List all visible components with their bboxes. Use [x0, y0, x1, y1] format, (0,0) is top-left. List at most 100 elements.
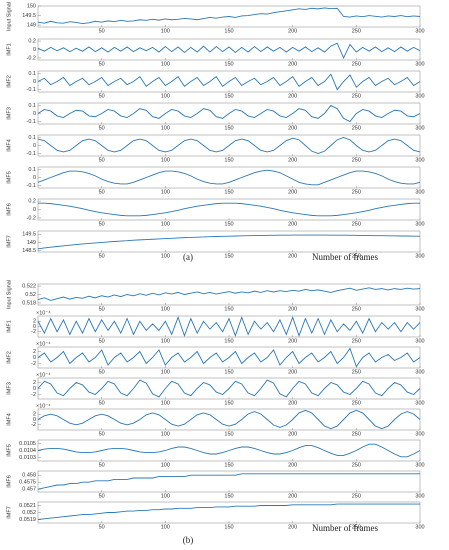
y-axis-label: Input Signal: [6, 280, 12, 309]
y-multiplier: ×10⁻⁴: [36, 309, 51, 316]
x-tick-label: 100: [161, 338, 170, 344]
y-tick-label: -0.1: [27, 119, 36, 125]
y-axis-label: IMF2: [6, 75, 12, 88]
x-tick-label: 250: [352, 61, 361, 67]
x-tick-label: 50: [99, 28, 105, 34]
x-tick-label: 250: [352, 28, 361, 34]
x-tick-label: 200: [288, 431, 297, 437]
y-tick-label: -0.2: [27, 55, 36, 61]
y-tick-label: 0.052: [22, 510, 36, 516]
y-tick-label: 0: [33, 111, 36, 117]
y-tick-label: 0.2: [28, 39, 36, 45]
x-tick-label: 150: [224, 306, 233, 312]
x-tick-label: 200: [288, 189, 297, 195]
y-tick-label: 0: [33, 143, 36, 149]
x-tick-label: 50: [99, 93, 105, 99]
x-tick-label: 200: [288, 253, 297, 259]
y-tick-label: -0.1: [27, 183, 36, 189]
y-tick-label: 0.52: [25, 292, 36, 298]
signal-line: [37, 73, 421, 91]
x-tick-label: 150: [224, 125, 233, 131]
y-tick-label: 149.5: [22, 232, 36, 238]
signal-line: [37, 287, 421, 301]
x-tick-label: 300: [415, 493, 424, 499]
x-tick-label: 300: [415, 524, 424, 530]
x-tick-label: 250: [352, 462, 361, 468]
y-tick-label: 148.5: [22, 248, 36, 254]
y-axis-label: IMF4: [6, 139, 12, 152]
y-tick-label: -0.1: [27, 87, 36, 93]
x-tick-label: 150: [224, 524, 233, 530]
x-tick-label: 200: [288, 306, 297, 312]
y-tick-label: 2: [33, 412, 36, 418]
y-tick-label: 0: [33, 417, 36, 423]
x-tick-label: 200: [288, 338, 297, 344]
x-tick-label: 250: [352, 221, 361, 227]
x-tick-label: 250: [352, 125, 361, 131]
y-tick-label: 0.522: [22, 284, 36, 290]
x-tick-label: 150: [224, 189, 233, 195]
x-tick-label: 200: [288, 157, 297, 163]
signal-line: [38, 202, 420, 217]
y-tick-label: 2: [33, 380, 36, 386]
x-tick-label: 300: [415, 462, 424, 468]
x-tick-label: 50: [99, 431, 105, 437]
x-tick-label: 250: [352, 306, 361, 312]
x-tick-label: 100: [161, 306, 170, 312]
x-tick-label: 150: [224, 431, 233, 437]
signal-line: [37, 315, 421, 338]
x-tick-label: 50: [99, 61, 105, 67]
x-tick-label: 200: [288, 493, 297, 499]
x-tick-label: 100: [161, 61, 170, 67]
subplot-frame: [37, 166, 421, 189]
x-tick-label: 50: [99, 221, 105, 227]
y-tick-label: 150: [27, 3, 36, 9]
signal-line: [37, 443, 421, 458]
y-axis-label: IMF5: [6, 171, 12, 184]
x-tick-label: 100: [161, 93, 170, 99]
x-axis-label: Number of frames: [312, 523, 378, 533]
x-tick-label: 200: [288, 400, 297, 406]
subplot-frame: [37, 408, 421, 431]
x-tick-label: 150: [224, 400, 233, 406]
y-tick-label: 0.1: [28, 167, 36, 173]
x-axis-label: Number of frames: [312, 252, 378, 262]
y-axis-label: IMF1: [6, 43, 12, 56]
x-tick-label: 100: [161, 253, 170, 259]
y-tick-label: 149: [27, 240, 36, 246]
y-tick-label: -2: [31, 361, 36, 367]
x-tick-label: 100: [161, 28, 170, 34]
y-tick-label: 0: [33, 175, 36, 181]
x-tick-label: 150: [224, 28, 233, 34]
signal-line: [37, 7, 421, 25]
x-tick-label: 100: [161, 125, 170, 131]
y-tick-label: 0.2: [28, 199, 36, 205]
y-axis-label: Input Signal: [6, 2, 12, 31]
y-axis-label: IMF5: [6, 444, 12, 457]
x-tick-label: 100: [161, 493, 170, 499]
y-multiplier: ×10⁻⁴: [36, 402, 51, 409]
y-axis-label: IMF6: [6, 475, 12, 488]
subplot-frame: [37, 38, 421, 61]
x-tick-label: 250: [352, 493, 361, 499]
y-tick-label: 0.518: [22, 300, 36, 306]
y-axis-label: IMF7: [6, 235, 12, 248]
x-tick-label: 50: [99, 338, 105, 344]
y-axis-label: IMF1: [6, 320, 12, 333]
x-tick-label: 300: [415, 61, 424, 67]
x-tick-label: 250: [352, 93, 361, 99]
x-tick-label: 300: [415, 400, 424, 406]
x-tick-label: 300: [415, 306, 424, 312]
y-tick-label: 0.0105: [19, 441, 36, 447]
x-tick-label: 100: [161, 369, 170, 375]
signal-line: [37, 234, 420, 250]
x-tick-label: 250: [352, 253, 361, 259]
x-tick-label: 200: [288, 28, 297, 34]
x-tick-label: 200: [288, 524, 297, 530]
x-tick-label: 250: [352, 157, 361, 163]
y-tick-label: 0.0104: [19, 448, 36, 454]
y-tick-label: 0: [33, 207, 36, 213]
signal-line: [37, 409, 421, 430]
x-tick-label: 300: [415, 93, 424, 99]
x-tick-label: 150: [224, 369, 233, 375]
